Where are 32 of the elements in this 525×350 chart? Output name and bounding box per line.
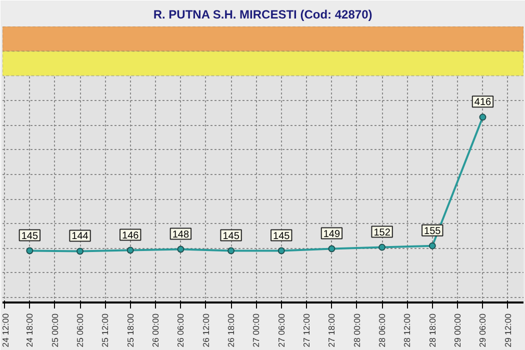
- data-label: 152: [374, 227, 391, 238]
- data-label: 149: [323, 228, 340, 240]
- x-tick-label: 28 18:00: [427, 313, 438, 348]
- chart-title: R. PUTNA S.H. MIRCESTI (Cod: 42870): [153, 8, 372, 22]
- x-tick-label: 27 00:00: [251, 313, 262, 348]
- data-label: 145: [273, 230, 290, 242]
- x-tick-label: 27 06:00: [276, 313, 286, 348]
- data-label: 416: [474, 97, 492, 108]
- x-tick-label: 29 00:00: [452, 313, 463, 348]
- data-label: 145: [21, 230, 38, 242]
- x-tick-label: 26 18:00: [226, 313, 236, 348]
- x-tick-label: 28 00:00: [352, 313, 362, 348]
- data-label: 146: [122, 230, 140, 242]
- data-label: 155: [424, 226, 442, 237]
- x-tick-label: 27 12:00: [302, 313, 312, 348]
- x-tick-label: 24 12:00: [0, 313, 10, 348]
- x-tick-label: 25 12:00: [100, 313, 110, 348]
- x-tick-label: 27 18:00: [326, 313, 337, 348]
- x-tick-label: 29 12:00: [502, 313, 513, 348]
- x-tick-label: 28 12:00: [402, 313, 412, 348]
- data-label: 144: [72, 231, 89, 242]
- x-tick-label: 26 06:00: [176, 313, 186, 348]
- x-tick-label: 25 18:00: [125, 313, 136, 348]
- x-tick-label: 25 06:00: [75, 313, 86, 348]
- x-tick-label: 25 00:00: [50, 313, 60, 348]
- x-tick-label: 26 00:00: [150, 313, 161, 348]
- x-tick-label: 28 06:00: [377, 313, 388, 348]
- x-tick-label: 24 18:00: [24, 313, 35, 348]
- data-label: 148: [172, 229, 190, 240]
- x-tick-label: 29 06:00: [478, 313, 488, 348]
- data-label: 145: [222, 230, 240, 242]
- x-tick-label: 26 12:00: [200, 313, 211, 348]
